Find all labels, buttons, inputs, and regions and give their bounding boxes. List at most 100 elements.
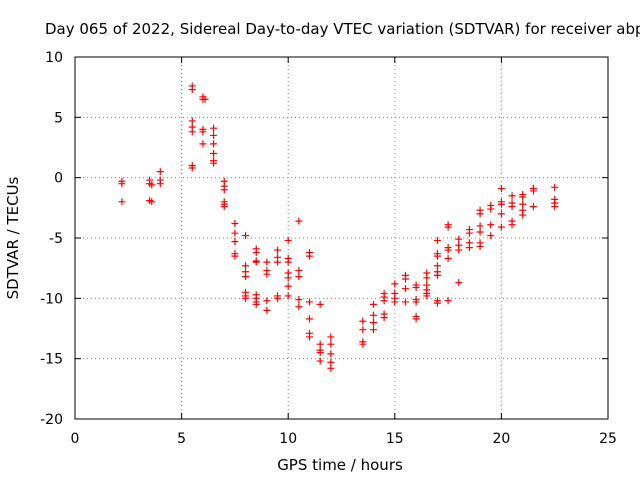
data-point [327,364,335,372]
grid [75,57,608,419]
data-point [188,164,196,172]
data-point [412,298,420,306]
data-point [306,315,314,323]
data-point [263,306,271,314]
data-point [274,294,282,302]
data-point [274,246,282,254]
data-point [401,285,409,293]
data-point [156,180,164,188]
data-point [274,258,282,266]
y-tick-label: -20 [40,412,63,428]
x-tick-label: 25 [599,431,617,447]
data-point [487,221,495,229]
data-point [210,131,218,139]
plot-frame [74,56,609,420]
data-point [391,298,399,306]
data-point [476,210,484,218]
data-point [444,246,452,254]
data-point [118,180,126,188]
data-point [476,222,484,230]
data-point [444,255,452,263]
data-point [118,198,126,206]
data-point [487,232,495,240]
data-point [412,315,420,323]
data-point [508,203,516,211]
x-tick-label: 20 [492,431,510,447]
chart-title: Day 065 of 2022, Sidereal Day-to-day VTE… [45,20,640,38]
data-point [148,181,156,189]
data-point [316,300,324,308]
data-point [476,228,484,236]
data-point [199,140,207,148]
data-point [497,200,505,208]
x-tick-label: 10 [279,431,297,447]
data-point [359,326,367,334]
y-tick-label: -15 [40,352,63,368]
data-point [295,267,303,275]
x-axis-label: GPS time / hours [277,456,403,474]
data-point [433,299,441,307]
data-point [231,220,239,228]
data-point [391,280,399,288]
data-point [148,198,156,206]
data-point [369,300,377,308]
data-point [220,186,228,194]
data-point [455,235,463,243]
data-point [401,298,409,306]
data-point [306,333,314,341]
data-point [316,349,324,357]
data-point [412,283,420,291]
data-point [295,296,303,304]
data-point [519,193,527,201]
data-point [263,297,271,305]
data-point [433,252,441,260]
data-point [242,232,250,240]
data-point [199,128,207,136]
data-point [210,159,218,167]
data-point [242,273,250,281]
data-point [188,128,196,136]
data-point [433,271,441,279]
y-axis: -20 -15 -10 -5 0 5 10 [40,50,608,428]
data-point [465,229,473,237]
data-point [252,248,260,256]
data-point [487,205,495,213]
data-point [529,187,537,195]
data-point [444,297,452,305]
data-point [242,294,250,302]
data-point [327,340,335,348]
data-point [508,192,516,200]
data-point [263,270,271,278]
data-point [210,150,218,158]
data-point [295,217,303,225]
data-point [455,246,463,254]
data-point [188,86,196,94]
data-point [519,211,527,219]
data-point [423,274,431,282]
data-point [380,314,388,322]
data-point [210,124,218,132]
data-point [231,238,239,246]
data-point [327,358,335,366]
x-tick-label: 5 [177,431,186,447]
data-point [369,311,377,319]
y-axis-label: SDTVAR / TECUs [4,176,22,299]
y-tick-label: 0 [54,171,63,187]
data-point [316,357,324,365]
data-point [284,274,292,282]
data-point [242,262,250,270]
data-point [551,183,559,191]
data-point [359,317,367,325]
data-point [551,203,559,211]
data-point [306,298,314,306]
y-tick-label: 10 [45,50,63,66]
y-tick-label: -5 [49,231,63,247]
data-point [231,252,239,260]
data-point [455,279,463,287]
data-point [519,200,527,208]
data-point [316,340,324,348]
data-point [508,221,516,229]
data-series-sdtvar [118,82,559,372]
data-point [497,185,505,193]
